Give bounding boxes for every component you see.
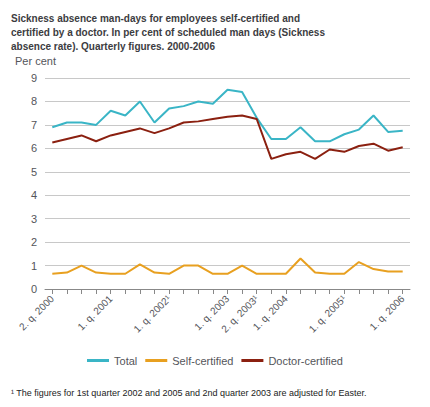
svg-text:2: 2: [31, 236, 37, 248]
svg-text:7: 7: [31, 119, 37, 131]
svg-text:¹ The figures for 1st quarter: ¹ The figures for 1st quarter 2002 and 2…: [11, 388, 367, 398]
svg-text:6: 6: [31, 142, 37, 154]
svg-text:4: 4: [31, 189, 37, 201]
svg-text:0: 0: [31, 283, 37, 295]
svg-text:1: 1: [31, 260, 37, 272]
svg-text:Sickness absence man-days for: Sickness absence man-days for employees …: [11, 13, 300, 24]
svg-text:1. q. 2001: 1. q. 2001: [75, 293, 114, 332]
svg-text:1. q. 2006: 1. q. 2006: [367, 293, 406, 332]
svg-text:5: 5: [31, 166, 37, 178]
svg-text:8: 8: [31, 95, 37, 107]
svg-text:2. q. 2003¹: 2. q. 2003¹: [219, 293, 261, 335]
svg-text:certified by a doctor. In per: certified by a doctor. In per cent of sc…: [11, 27, 325, 38]
svg-text:Self-certified: Self-certified: [172, 355, 233, 367]
svg-text:1. q. 2004: 1. q. 2004: [251, 293, 290, 332]
svg-text:absence rate). Quarterly figur: absence rate). Quarterly figures. 2000-2…: [11, 41, 215, 52]
svg-text:2. q. 2000: 2. q. 2000: [17, 293, 56, 332]
svg-text:1. q. 2003: 1. q. 2003: [192, 293, 232, 333]
svg-text:Doctor-certified: Doctor-certified: [268, 355, 343, 367]
svg-text:Per cent: Per cent: [15, 55, 56, 67]
svg-text:1. q. 2002¹: 1. q. 2002¹: [131, 293, 173, 335]
svg-text:Total: Total: [114, 355, 137, 367]
svg-text:1. q. 2005¹: 1. q. 2005¹: [307, 293, 349, 335]
svg-text:9: 9: [31, 72, 37, 84]
svg-text:3: 3: [31, 213, 37, 225]
